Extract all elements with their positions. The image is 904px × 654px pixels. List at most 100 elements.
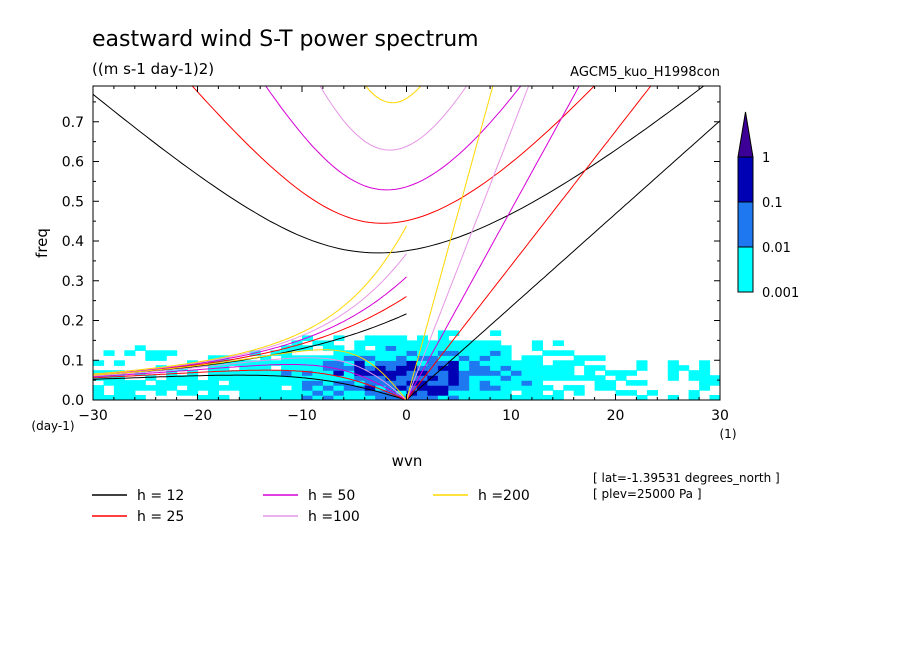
- spectrum-cell: [385, 380, 397, 386]
- spectrum-cell: [187, 380, 199, 386]
- spectrum-cell: [260, 360, 272, 366]
- spectrum-cell: [166, 370, 178, 376]
- spectrum-cell: [155, 380, 167, 386]
- spectrum-cell: [260, 380, 272, 386]
- spectrum-cell: [417, 345, 428, 351]
- chart-title: eastward wind S-T power spectrum: [92, 27, 479, 52]
- dispersion-curve: [93, 364, 407, 400]
- spectrum-cell: [364, 385, 376, 391]
- spectrum-cell: [542, 395, 554, 400]
- spectrum-cell: [207, 380, 219, 386]
- spectrum-cell: [437, 385, 449, 391]
- spectrum-cell: [458, 375, 470, 381]
- spectrum-cell: [458, 385, 470, 391]
- spectrum-cell: [354, 350, 366, 356]
- spectrum-cell: [437, 365, 449, 371]
- spectrum-cell: [364, 380, 376, 386]
- spectrum-cell: [396, 390, 408, 396]
- spectrum-cell: [385, 375, 397, 381]
- spectrum-cell: [103, 380, 115, 386]
- spectrum-cell: [667, 375, 679, 381]
- spectrum-cell: [93, 385, 105, 391]
- spectrum-cell: [427, 380, 439, 386]
- colorbar-label: 0.01: [762, 241, 791, 256]
- spectrum-cell: [375, 335, 387, 341]
- spectrum-cell: [511, 380, 523, 386]
- spectrum-cell: [385, 360, 397, 366]
- spectrum-cell: [563, 370, 575, 376]
- spectrum-cell: [511, 365, 523, 371]
- spectrum-cell: [375, 385, 387, 391]
- spectrum-cell: [260, 385, 272, 391]
- spectrum-cell: [479, 390, 491, 396]
- spectrum-cell: [490, 375, 502, 381]
- spectrum-cell: [396, 365, 408, 371]
- spectrum-cell: [500, 390, 512, 396]
- spectrum-cell: [521, 375, 533, 381]
- spectrum-cell: [500, 365, 512, 371]
- dispersion-curve: [93, 357, 407, 400]
- spectrum-cell: [552, 390, 564, 396]
- spectrum-cell: [312, 340, 324, 346]
- pressure-level-info: [ plev=25000 Pa ]: [593, 487, 702, 501]
- colorbar-label: 0.1: [762, 196, 783, 211]
- legend-label: h = 12: [137, 488, 184, 504]
- spectrum-cell: [134, 345, 146, 351]
- spectrum-cell: [490, 370, 502, 376]
- spectrum-cell: [197, 385, 209, 391]
- spectrum-cell: [500, 355, 512, 361]
- spectrum-cell: [552, 365, 564, 371]
- spectrum-cell: [542, 370, 554, 376]
- spectrum-cell: [437, 340, 449, 346]
- spectrum-cell: [427, 370, 439, 376]
- spectrum-cell: [166, 385, 178, 391]
- spectrum-cell: [542, 385, 554, 391]
- spectrum-cell: [385, 355, 397, 361]
- spectrum-cell: [239, 380, 251, 386]
- spectrum-cell: [531, 365, 543, 371]
- spectrum-cell: [207, 370, 219, 376]
- spectrum-cell: [490, 395, 502, 400]
- spectrum-cell: [113, 380, 125, 386]
- spectrum-cell: [688, 370, 700, 376]
- spectrum-cell: [385, 365, 397, 371]
- spectrum-cell: [375, 360, 387, 366]
- spectrum-cell: [354, 380, 366, 386]
- spectrum-cell: [364, 355, 376, 361]
- spectrum-cell: [490, 355, 502, 361]
- x-tick-label: 10: [502, 408, 520, 424]
- spectrum-cell: [249, 375, 261, 381]
- spectrum-cell: [375, 395, 387, 400]
- spectrum-cell: [322, 385, 334, 391]
- spectrum-cell: [93, 360, 105, 366]
- spectrum-cell: [312, 375, 324, 381]
- spectrum-cell: [594, 385, 606, 391]
- spectrum-cell: [166, 380, 178, 386]
- dispersion-curve: [93, 374, 407, 400]
- dispersion-curve: [93, 349, 407, 400]
- spectrum-cell: [396, 360, 408, 366]
- spectrum-cell: [312, 390, 324, 396]
- spectrum-cell: [531, 370, 543, 376]
- spectrum-cell: [145, 355, 157, 361]
- dispersion-curve: [406, 86, 652, 400]
- spectrum-cell: [699, 380, 711, 386]
- spectrum-cell: [469, 355, 481, 361]
- spectrum-cell: [458, 370, 470, 376]
- spectrum-cell: [343, 390, 355, 396]
- spectrum-cell: [437, 380, 449, 386]
- spectrum-cell: [260, 395, 272, 400]
- spectrum-cell: [207, 390, 219, 396]
- spectrum-cell: [490, 345, 502, 351]
- colorbar: 1 0.1 0.01 0.001: [737, 111, 799, 301]
- spectrum-cell: [427, 385, 439, 391]
- spectrum-cell: [364, 340, 376, 346]
- spectrum-cell: [385, 390, 397, 396]
- spectrum-cell: [249, 365, 261, 371]
- x-tick-label: −20: [183, 408, 213, 424]
- spectrum-cell: [437, 390, 449, 396]
- spectrum-cell: [427, 355, 439, 361]
- spectrum-cell: [396, 345, 408, 351]
- spectrum-cell: [479, 395, 491, 400]
- spectrum-cell: [176, 380, 188, 386]
